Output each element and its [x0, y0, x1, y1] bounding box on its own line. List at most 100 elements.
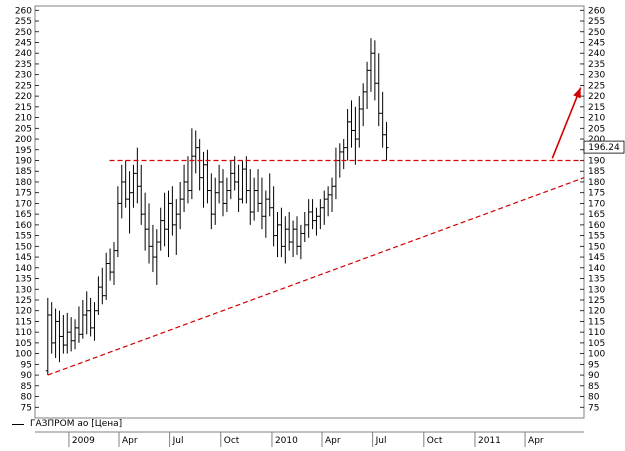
- y-tick-label-left: 190: [15, 157, 32, 167]
- ohlc-bar: [244, 156, 249, 204]
- y-tick-label-right: 240: [588, 49, 605, 59]
- y-tick-label-left: 105: [15, 339, 32, 349]
- ohlc-bar: [353, 106, 358, 165]
- last-price-badge: 196.24: [583, 140, 625, 154]
- ohlc-bar: [108, 248, 113, 281]
- y-tick-label-right: 160: [588, 221, 605, 231]
- ohlc-bar: [372, 40, 377, 101]
- y-tick-label-right: 140: [588, 264, 605, 274]
- ohlc-bar: [170, 186, 175, 236]
- y-tick-label-left: 170: [15, 199, 32, 209]
- ohlc-bar: [53, 308, 58, 358]
- y-tick-label-right: 235: [588, 60, 605, 70]
- y-tick-label-right: 145: [588, 253, 605, 263]
- projection-arrow-head: [573, 87, 581, 99]
- legend: ГАЗПРОМ ао [Цена]: [12, 419, 122, 429]
- y-tick-label-right: 255: [588, 17, 605, 27]
- ohlc-bar: [232, 156, 237, 191]
- ohlc-bar: [302, 212, 307, 243]
- y-tick-label-left: 205: [15, 124, 32, 134]
- ohlc-bar: [361, 83, 366, 127]
- ohlc-bar: [294, 216, 299, 255]
- y-tick-label-left: 130: [15, 285, 32, 295]
- ohlc-bar: [306, 199, 311, 238]
- ohlc-bar: [228, 160, 233, 200]
- ohlc-bar: [240, 160, 245, 204]
- ohlc-bar: [365, 61, 370, 109]
- ohlc-bar: [349, 100, 354, 148]
- y-tick-label-left: 260: [15, 6, 32, 16]
- ohlc-bar: [84, 291, 89, 335]
- ohlc-bar: [182, 164, 187, 212]
- ohlc-bar: [380, 91, 385, 148]
- y-tick-label-left: 195: [15, 146, 32, 156]
- ohlc-bar: [221, 169, 226, 217]
- y-tick-label-right: 115: [588, 317, 605, 327]
- x-tick-label: Apr: [528, 436, 544, 446]
- y-tick-label-right: 185: [588, 167, 605, 177]
- y-tick-label-right: 190: [588, 157, 605, 167]
- y-tick-label-left: 165: [15, 210, 32, 220]
- y-tick-label-right: 155: [588, 232, 605, 242]
- ohlc-bar: [224, 177, 229, 212]
- ohlc-bar: [298, 224, 303, 260]
- ohlc-bar: [96, 276, 101, 315]
- ohlc-bar: [100, 267, 105, 305]
- ohlc-bar: [287, 212, 292, 251]
- ohlc-bar: [45, 297, 50, 376]
- ohlc-bar: [49, 302, 54, 354]
- ohlc-bar: [368, 38, 373, 92]
- y-tick-label-left: 135: [15, 275, 32, 285]
- x-tick-label: Apr: [122, 436, 138, 446]
- legend-label: ГАЗПРОМ ао [Цена]: [30, 419, 123, 429]
- ohlc-bar: [259, 177, 264, 230]
- y-tick-label-left: 140: [15, 264, 32, 274]
- gridlines: [35, 9, 584, 408]
- y-tick-label-right: 225: [588, 81, 605, 91]
- ohlc-bar: [376, 53, 381, 127]
- y-tick-label-left: 225: [15, 81, 32, 91]
- y-tick-label-right: 100: [588, 350, 605, 360]
- x-tick-label: 2009: [72, 436, 95, 446]
- ohlc-bar: [341, 139, 346, 170]
- ohlc-bar: [283, 216, 288, 264]
- y-tick-label-right: 170: [588, 199, 605, 209]
- y-tick-label-left: 80: [21, 393, 33, 403]
- ohlc-bar: [345, 109, 350, 161]
- ohlc-bar: [209, 173, 214, 230]
- y-tick-label-right: 105: [588, 339, 605, 349]
- y-tick-label-right: 120: [588, 307, 605, 317]
- y-tick-label-right: 200: [588, 135, 605, 145]
- y-tick-label-right: 230: [588, 71, 605, 81]
- y-axis-right: 7580859095100105110115120125130135140145…: [588, 6, 605, 413]
- y-tick-label-right: 210: [588, 114, 605, 124]
- ohlc-bar: [314, 207, 319, 236]
- ohlc-bar: [185, 156, 190, 204]
- ohlc-bar: [61, 315, 66, 354]
- y-tick-label-right: 180: [588, 178, 605, 188]
- projection-arrow-shaft: [551, 87, 582, 159]
- y-tick-label-left: 175: [15, 189, 32, 199]
- x-tick-label: Jul: [375, 436, 387, 446]
- x-axis: 2009 Apr Jul Oct 2010 Apr Jul Oct 2011 Apr: [35, 431, 584, 447]
- ohlc-bar: [178, 181, 183, 230]
- y-axis-left: 7580859095100105110115120125130135140145…: [15, 6, 32, 413]
- y-tick-label-left: 235: [15, 60, 32, 70]
- y-tick-label-right: 85: [588, 382, 599, 392]
- ohlc-bar: [236, 164, 241, 212]
- ohlc-bar: [189, 128, 194, 200]
- y-tick-label-left: 85: [21, 382, 32, 392]
- legend-swatch: [12, 423, 24, 425]
- ohlc-bar: [127, 171, 132, 234]
- support-trendline: [47, 177, 585, 376]
- ohlc-bar: [88, 297, 93, 337]
- y-tick-label-right: 165: [588, 210, 605, 220]
- y-tick-label-left: 145: [15, 253, 32, 263]
- ohlc-bar: [158, 207, 163, 251]
- ohlc-bar: [217, 164, 222, 204]
- y-tick-label-left: 150: [15, 242, 32, 252]
- ohlc-bar: [310, 199, 315, 230]
- ohlc-bar: [357, 96, 362, 148]
- y-tick-label-right: 205: [588, 124, 605, 134]
